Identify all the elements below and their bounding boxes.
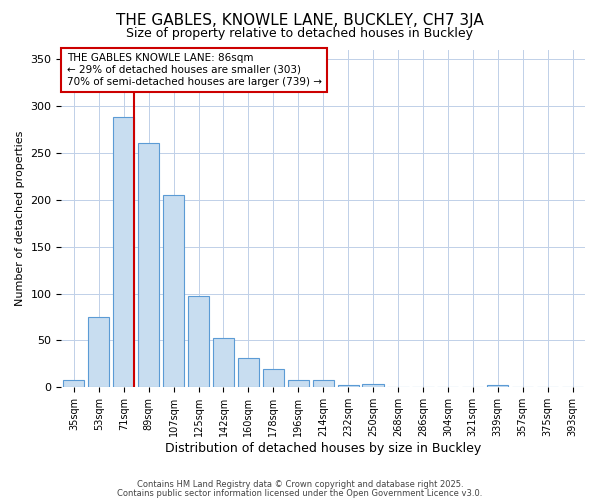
Bar <box>63 380 85 388</box>
Bar <box>313 380 334 388</box>
Bar <box>362 384 383 388</box>
Bar <box>188 296 209 388</box>
Bar <box>113 118 134 388</box>
Text: Contains public sector information licensed under the Open Government Licence v3: Contains public sector information licen… <box>118 488 482 498</box>
Text: Size of property relative to detached houses in Buckley: Size of property relative to detached ho… <box>127 28 473 40</box>
Text: THE GABLES, KNOWLE LANE, BUCKLEY, CH7 3JA: THE GABLES, KNOWLE LANE, BUCKLEY, CH7 3J… <box>116 12 484 28</box>
Y-axis label: Number of detached properties: Number of detached properties <box>15 131 25 306</box>
Bar <box>263 368 284 388</box>
Text: THE GABLES KNOWLE LANE: 86sqm
← 29% of detached houses are smaller (303)
70% of : THE GABLES KNOWLE LANE: 86sqm ← 29% of d… <box>67 54 322 86</box>
Text: Contains HM Land Registry data © Crown copyright and database right 2025.: Contains HM Land Registry data © Crown c… <box>137 480 463 489</box>
X-axis label: Distribution of detached houses by size in Buckley: Distribution of detached houses by size … <box>165 442 481 455</box>
Bar <box>163 195 184 388</box>
Bar <box>138 143 159 388</box>
Bar <box>287 380 309 388</box>
Bar <box>338 384 359 388</box>
Bar <box>88 317 109 388</box>
Bar <box>238 358 259 388</box>
Bar <box>213 338 234 388</box>
Bar <box>487 386 508 388</box>
